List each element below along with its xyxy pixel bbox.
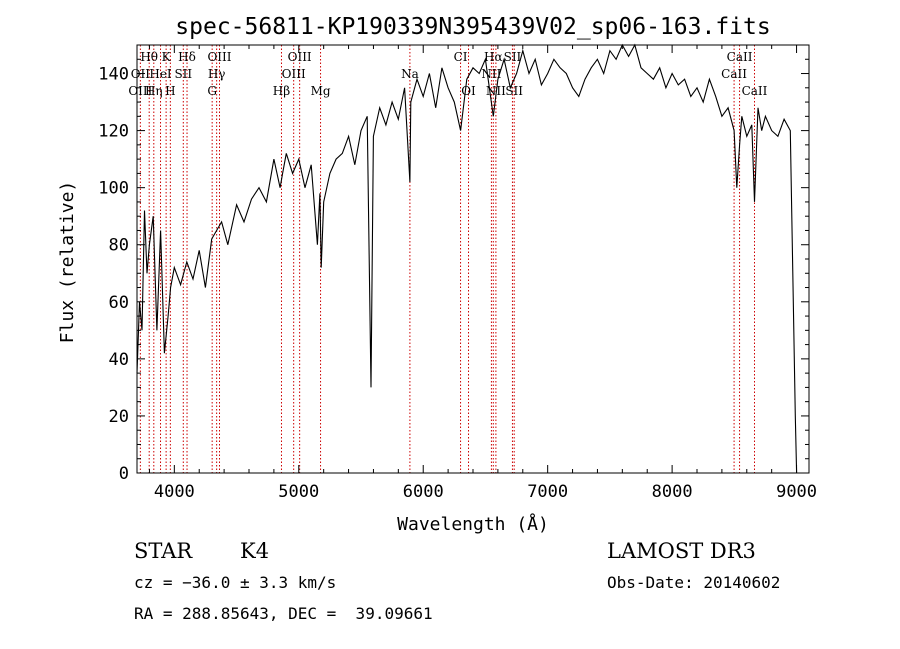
line-label: CaII <box>742 84 768 98</box>
observation-date: Obs-Date: 20140602 <box>607 573 781 592</box>
y-tick-label: 100 <box>98 179 129 199</box>
y-tick-label: 20 <box>109 407 129 427</box>
line-label: Hγ <box>208 67 226 81</box>
x-axis-ticks: 4000 5000 6000 7000 8000 9000 <box>148 45 817 502</box>
x-tick-label: 8000 <box>652 482 693 502</box>
line-label: Hθ <box>140 50 158 64</box>
y-tick-label: 60 <box>109 293 129 313</box>
redshift-text: cz = −36.0 ± 3.3 km/s <box>134 573 337 592</box>
line-label: H <box>165 84 175 98</box>
survey-name: LAMOST DR3 <box>607 539 756 563</box>
line-label: OI <box>461 84 476 98</box>
y-axis-ticks: 0 20 40 60 80 100 120 140 <box>98 58 809 484</box>
object-subclass: K4 <box>240 539 270 563</box>
y-tick-label: 80 <box>109 236 129 256</box>
line-label: OIII <box>207 50 231 64</box>
y-tick-label: 0 <box>119 464 129 484</box>
line-label: CI <box>454 50 468 64</box>
line-label: HeI <box>149 67 172 81</box>
x-tick-label: 4000 <box>154 482 195 502</box>
line-label: OIII <box>128 84 152 98</box>
line-label: Mg <box>311 84 331 98</box>
spectrum-line <box>136 43 798 474</box>
chart-title: spec-56811-KP190339N395439V02_sp06-163.f… <box>175 14 770 40</box>
line-label: CaII <box>721 67 747 81</box>
line-label: Na <box>401 67 419 81</box>
emission-line-markers <box>139 45 755 473</box>
plot-frame <box>136 44 810 474</box>
line-label: Hδ <box>178 50 196 64</box>
line-label: Hη <box>145 84 163 98</box>
line-label: Hα <box>484 50 503 64</box>
line-label: NII <box>481 67 501 81</box>
line-label: G <box>207 84 217 98</box>
line-label: Hβ <box>273 84 290 98</box>
x-tick-label: 7000 <box>527 482 568 502</box>
x-tick-label: 5000 <box>278 482 319 502</box>
x-tick-label: 9000 <box>776 482 817 502</box>
y-axis-label: Flux (relative) <box>57 181 78 344</box>
x-tick-label: 6000 <box>403 482 444 502</box>
object-class: STAR <box>134 539 193 563</box>
coordinates-text: RA = 288.85643, DEC = 39.09661 <box>134 604 433 623</box>
line-label: SII <box>505 84 523 98</box>
line-label: SII <box>174 67 192 81</box>
y-tick-label: 120 <box>98 122 129 142</box>
y-tick-label: 140 <box>98 65 129 85</box>
line-label: CaII <box>727 50 753 64</box>
line-label: OIII <box>282 67 306 81</box>
x-axis-label: Wavelength (Å) <box>397 513 549 535</box>
line-label: SII <box>504 50 522 64</box>
line-label: OIII <box>288 50 312 64</box>
y-tick-label: 40 <box>109 350 129 370</box>
line-label: K <box>162 50 172 64</box>
